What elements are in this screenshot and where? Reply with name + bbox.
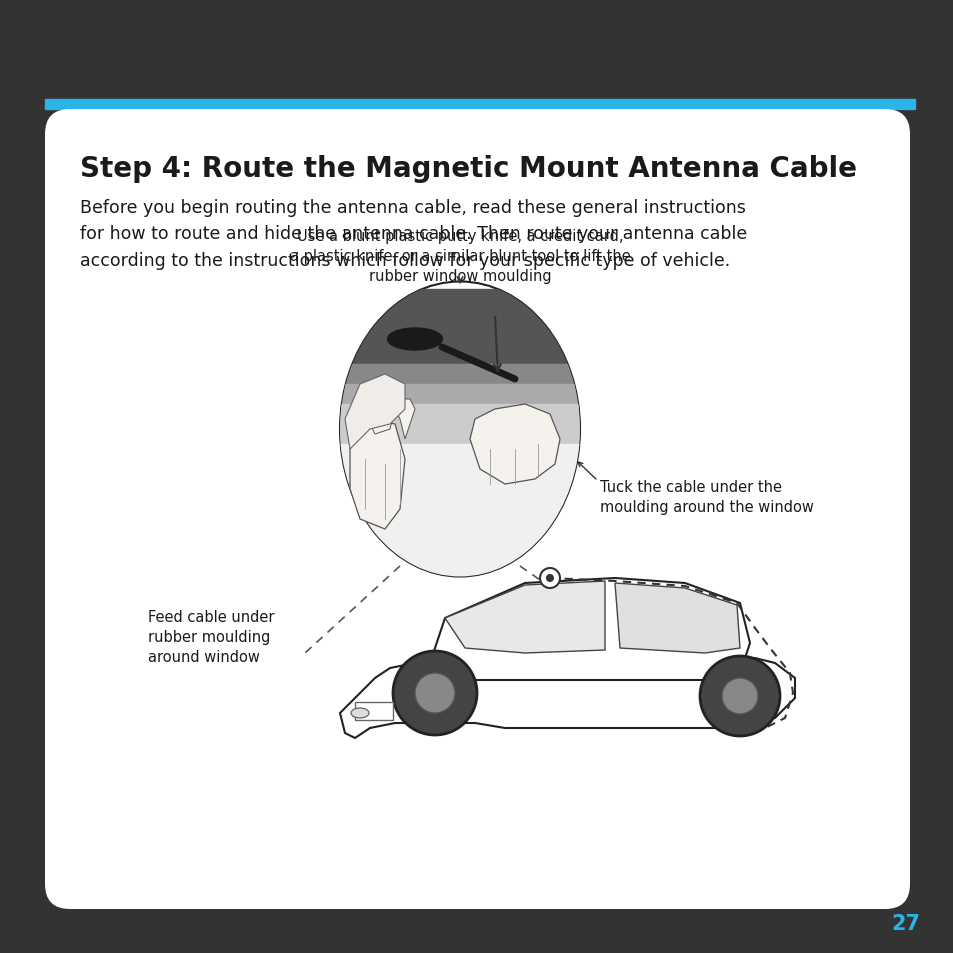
Polygon shape xyxy=(339,659,794,739)
Polygon shape xyxy=(615,583,740,654)
Text: Before you begin routing the antenna cable, read these general instructions
for : Before you begin routing the antenna cab… xyxy=(80,199,746,270)
Polygon shape xyxy=(444,581,604,654)
Polygon shape xyxy=(424,578,749,680)
Circle shape xyxy=(545,575,554,582)
Polygon shape xyxy=(350,419,405,530)
Bar xyxy=(45,100,914,110)
Ellipse shape xyxy=(351,708,369,719)
Bar xyxy=(355,702,393,720)
Text: Use a blunt plastic putty knife, a credit card,
a plastic knife, or a similar bl: Use a blunt plastic putty knife, a credi… xyxy=(290,229,630,284)
Text: Step 4: Route the Magnetic Mount Antenna Cable: Step 4: Route the Magnetic Mount Antenna… xyxy=(80,154,856,183)
Circle shape xyxy=(415,673,455,713)
Ellipse shape xyxy=(387,329,442,351)
Text: 27: 27 xyxy=(890,913,919,933)
Circle shape xyxy=(393,651,476,735)
Text: Tuck the cable under the
moulding around the window: Tuck the cable under the moulding around… xyxy=(599,479,813,515)
Circle shape xyxy=(721,679,758,714)
Polygon shape xyxy=(365,399,415,439)
Bar xyxy=(339,405,579,450)
FancyBboxPatch shape xyxy=(45,110,909,909)
Circle shape xyxy=(700,657,780,737)
Text: Feed cable under
rubber moulding
around window: Feed cable under rubber moulding around … xyxy=(148,609,274,664)
Bar xyxy=(339,444,579,579)
Bar xyxy=(339,290,579,370)
Polygon shape xyxy=(345,375,405,450)
Bar xyxy=(339,385,579,410)
Polygon shape xyxy=(470,405,559,484)
Bar xyxy=(339,365,579,390)
Circle shape xyxy=(539,568,559,588)
